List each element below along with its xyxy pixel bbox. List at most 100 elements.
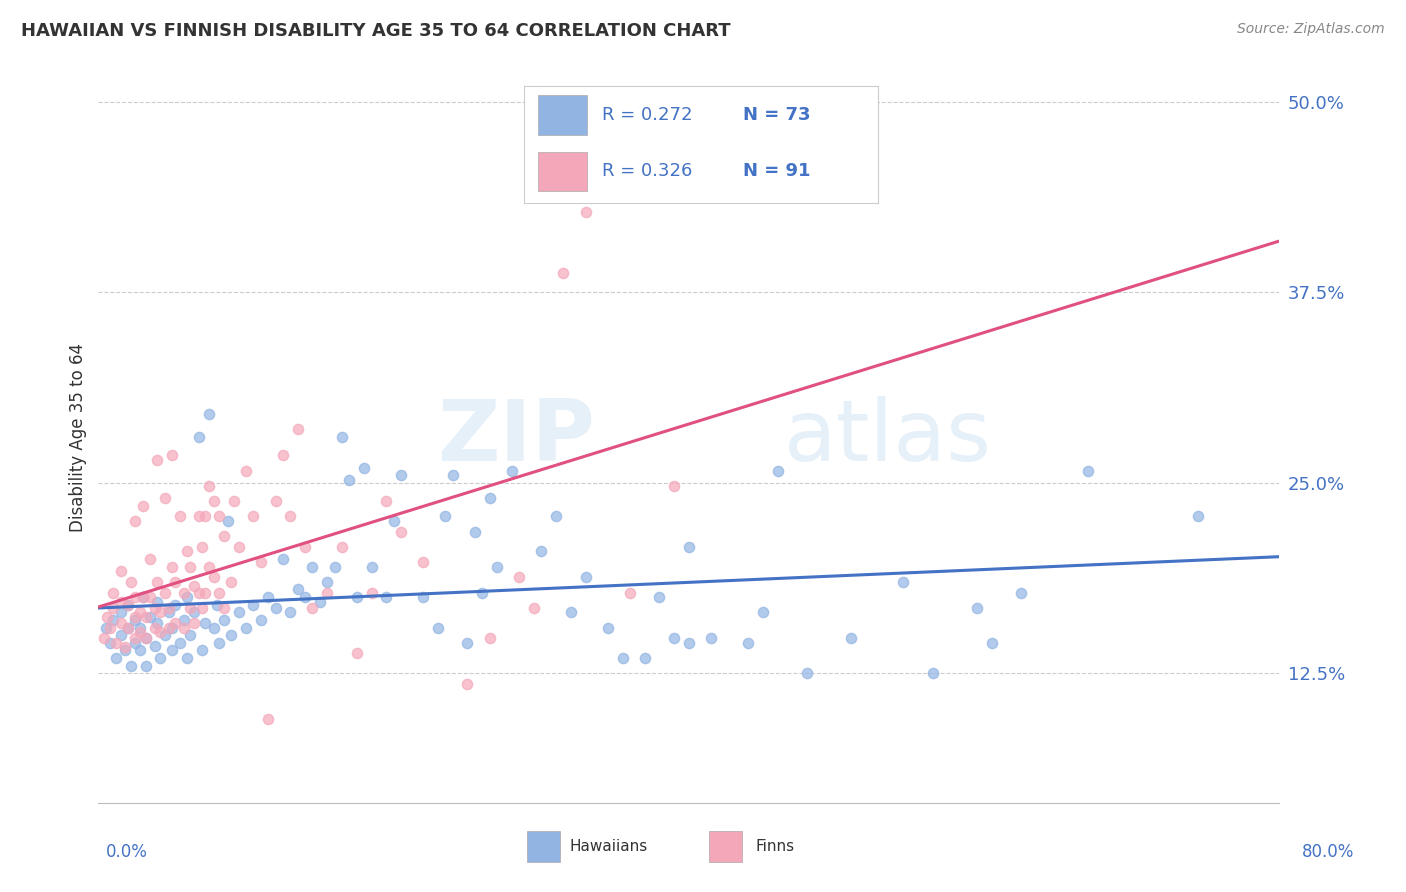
Point: [700, 632, 723, 646]
Point: [560, 605, 582, 619]
Point: [360, 585, 382, 599]
Point: [841, 632, 863, 646]
Point: [120, 658, 142, 673]
Point: [1187, 509, 1209, 524]
Point: [242, 598, 264, 612]
Point: [139, 590, 162, 604]
Point: [183, 579, 205, 593]
Point: [139, 610, 162, 624]
Point: [264, 600, 287, 615]
Point: [389, 468, 412, 483]
Point: [191, 643, 214, 657]
Point: [202, 621, 225, 635]
Point: [132, 590, 155, 604]
Point: [648, 590, 671, 604]
Point: [110, 595, 132, 609]
Point: [176, 651, 198, 665]
Point: [117, 621, 139, 635]
Point: [271, 552, 294, 566]
Point: [441, 468, 464, 483]
Point: [198, 559, 221, 574]
Point: [179, 628, 201, 642]
Point: [208, 585, 231, 599]
Point: [323, 559, 346, 574]
Text: ZIP: ZIP: [437, 395, 595, 479]
Point: [117, 621, 139, 635]
Point: [264, 494, 287, 508]
Point: [966, 600, 988, 615]
Point: [187, 509, 209, 524]
Point: [105, 636, 128, 650]
Point: [427, 621, 450, 635]
Point: [110, 564, 132, 578]
Y-axis label: Disability Age 35 to 64: Disability Age 35 to 64: [69, 343, 87, 532]
Point: [280, 605, 302, 619]
Point: [128, 625, 150, 640]
Point: [153, 491, 176, 505]
Point: [546, 509, 568, 524]
Point: [1077, 464, 1099, 478]
Point: [235, 464, 257, 478]
Point: [486, 559, 509, 574]
Point: [980, 636, 1002, 650]
Point: [162, 643, 183, 657]
Point: [173, 621, 195, 635]
Point: [176, 590, 198, 604]
Point: [96, 610, 118, 624]
Point: [508, 570, 530, 584]
Point: [208, 636, 231, 650]
Text: 0.0%: 0.0%: [105, 843, 148, 861]
Point: [330, 430, 353, 444]
Point: [612, 651, 634, 665]
Point: [114, 643, 136, 657]
Point: [478, 491, 501, 505]
Point: [117, 598, 139, 612]
Point: [157, 605, 180, 619]
Point: [162, 559, 183, 574]
Point: [146, 595, 169, 609]
Point: [271, 448, 294, 462]
Point: [202, 494, 225, 508]
Point: [523, 600, 546, 615]
Point: [619, 585, 641, 599]
Point: [165, 598, 187, 612]
Point: [176, 544, 198, 558]
Point: [360, 559, 382, 574]
Point: [146, 453, 169, 467]
Point: [575, 204, 598, 219]
Point: [412, 555, 434, 569]
Point: [202, 570, 225, 584]
Point: [280, 509, 302, 524]
Point: [98, 636, 121, 650]
Point: [110, 605, 132, 619]
Point: [575, 570, 598, 584]
Point: [110, 615, 132, 630]
Point: [434, 509, 457, 524]
Point: [124, 514, 146, 528]
Point: [228, 540, 250, 554]
Point: [128, 621, 150, 635]
Point: [766, 464, 789, 478]
Point: [135, 632, 157, 646]
Point: [179, 600, 201, 615]
Point: [235, 621, 257, 635]
Point: [173, 613, 195, 627]
Point: [250, 613, 273, 627]
Point: [162, 448, 183, 462]
Point: [212, 529, 235, 543]
Point: [143, 639, 166, 653]
Point: [205, 598, 228, 612]
Point: [309, 595, 332, 609]
Point: [153, 585, 176, 599]
Point: [891, 574, 914, 589]
Point: [162, 621, 183, 635]
Point: [634, 651, 657, 665]
Point: [165, 574, 187, 589]
Point: [128, 643, 150, 657]
Point: [149, 625, 172, 640]
Point: [149, 651, 172, 665]
Point: [183, 615, 205, 630]
Text: Source: ZipAtlas.com: Source: ZipAtlas.com: [1237, 22, 1385, 37]
Point: [316, 574, 339, 589]
Point: [143, 600, 166, 615]
